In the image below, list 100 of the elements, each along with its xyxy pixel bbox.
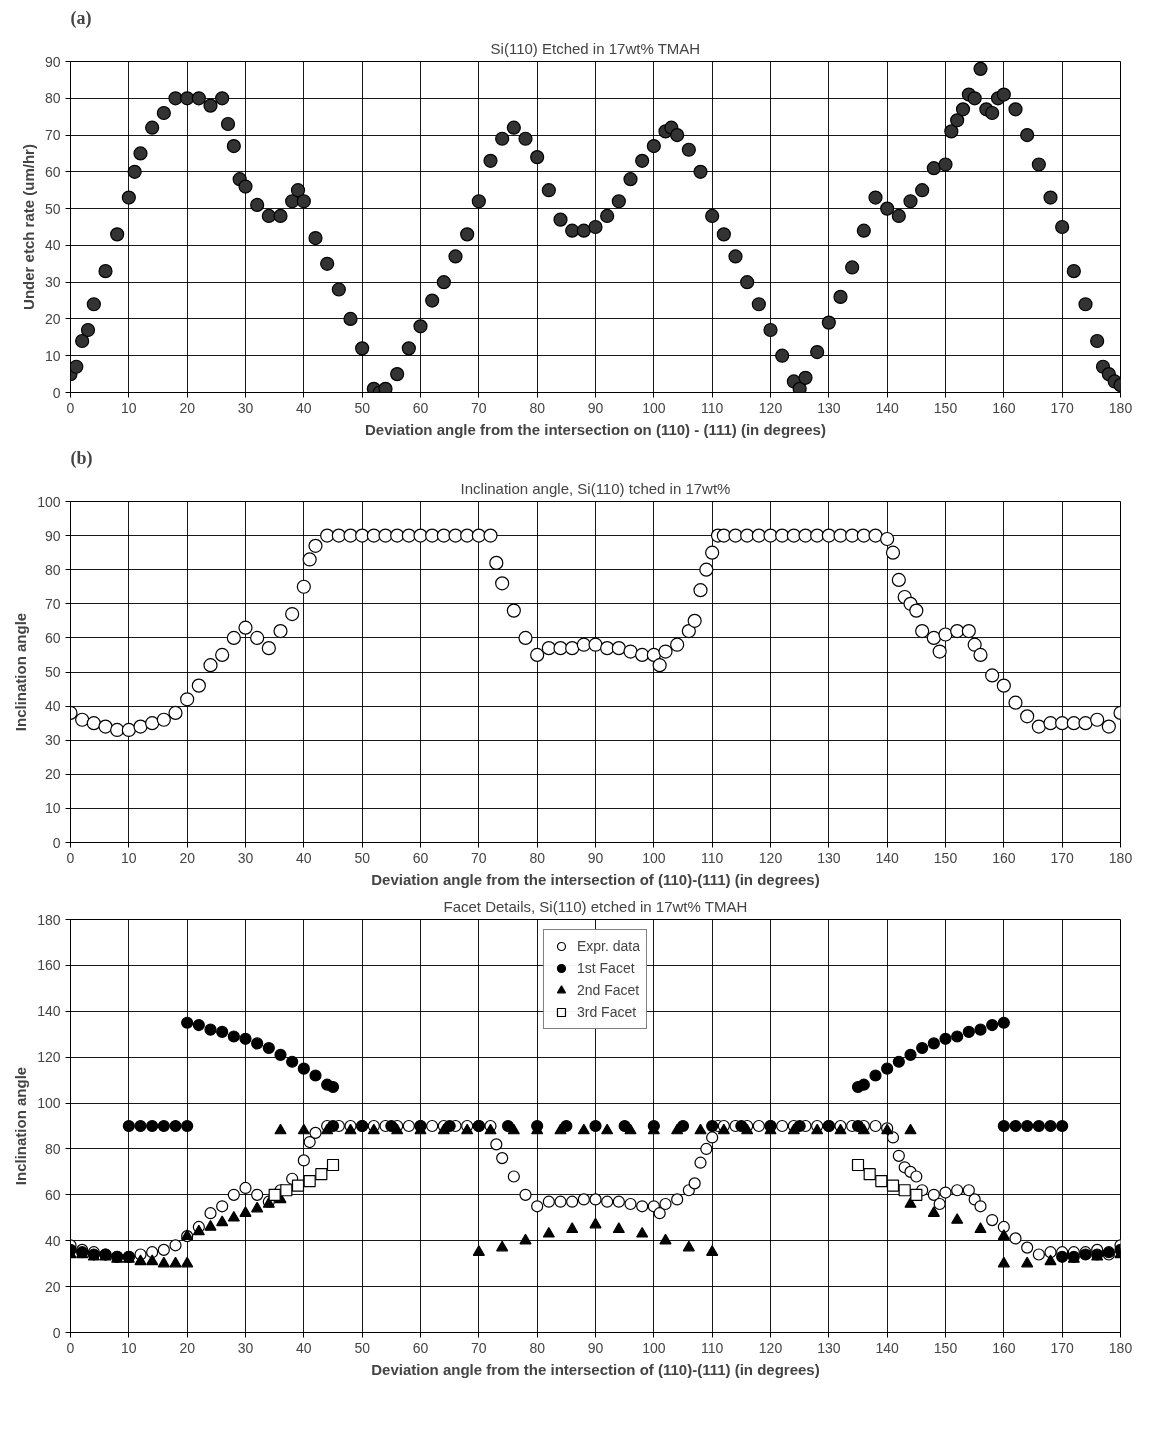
x-tick-label: 80 — [529, 1339, 546, 1356]
point — [898, 1184, 911, 1197]
chart-title: Facet Details, Si(110) etched in 17wt% TMAH — [443, 897, 748, 915]
x-tick-label: 10 — [121, 849, 137, 866]
y-tick-label: 180 — [37, 911, 61, 928]
point — [886, 1179, 900, 1192]
y-tick-label: 120 — [37, 1049, 61, 1066]
y-tick-label: 60 — [44, 163, 61, 180]
x-tick-label: 180 — [1108, 1339, 1133, 1356]
x-tick-label: 60 — [412, 399, 429, 416]
x-tick-label: 0 — [66, 1339, 75, 1356]
x-tick-label: 30 — [237, 1339, 254, 1356]
x-tick-label: 0 — [66, 399, 75, 416]
x-tick-label: 100 — [642, 399, 666, 416]
x-tick-label: 80 — [529, 849, 546, 866]
x-tick-label: 50 — [354, 399, 371, 416]
y-tick-label: 10 — [44, 347, 61, 364]
y-tick-label: 30 — [44, 732, 61, 749]
x-tick-label: 120 — [758, 1339, 783, 1356]
x-tick-label: 30 — [237, 849, 254, 866]
x-tick-label: 40 — [296, 849, 312, 866]
y-tick-label: 20 — [44, 310, 61, 327]
y-tick-label: 40 — [44, 237, 61, 254]
x-tick-label: 30 — [237, 399, 254, 416]
y-axis-title: Inclination angle — [12, 1066, 30, 1186]
y-tick-label: 50 — [44, 664, 61, 680]
point — [303, 1174, 316, 1188]
y-tick-label: 70 — [44, 595, 61, 612]
point — [851, 1158, 865, 1172]
y-tick-label: 20 — [44, 766, 61, 783]
x-tick-label: 150 — [933, 399, 958, 416]
y-tick-label: 80 — [44, 1140, 61, 1157]
x-axis-title: Deviation angle from the intersection of (110)-(111) (in degrees) — [371, 1360, 820, 1378]
y-tick-label: 80 — [44, 561, 61, 578]
legend-label: 2nd Facet — [576, 981, 640, 1000]
x-tick-label: 20 — [179, 1339, 196, 1356]
x-tick-label: 170 — [1050, 399, 1075, 416]
point — [863, 1168, 876, 1181]
legend-label: 3rd Facet — [576, 1003, 637, 1022]
point — [910, 1188, 923, 1201]
point — [315, 1168, 328, 1181]
x-tick-label: 150 — [933, 849, 958, 866]
y-axis-title: Under etch rate (um/hr) — [19, 144, 37, 310]
y-tick-label: 90 — [44, 53, 61, 70]
x-tick-label: 130 — [817, 399, 841, 416]
x-tick-label: 180 — [1108, 399, 1133, 416]
x-axis-title: Deviation angle from the intersection on (110) - (111) (in degrees) — [365, 420, 826, 438]
x-tick-label: 110 — [701, 399, 724, 416]
y-axis-title: Inclination angle — [12, 612, 30, 732]
x-tick-label: 10 — [121, 399, 137, 416]
x-tick-label: 110 — [701, 849, 724, 866]
y-tick-label: 40 — [44, 1232, 61, 1249]
x-tick-label: 50 — [354, 849, 371, 866]
x-tick-label: 10 — [121, 1339, 137, 1356]
y-tick-label: 50 — [44, 200, 61, 217]
point — [326, 1158, 340, 1172]
y-tick-label: 60 — [44, 1186, 61, 1203]
chart-title: Si(110) Etched in 17wt% TMAH — [490, 39, 701, 57]
x-tick-label: 160 — [992, 849, 1016, 866]
x-tick-label: 160 — [992, 1339, 1016, 1356]
text: (a) — [70, 7, 92, 29]
x-tick-label: 40 — [296, 1339, 312, 1356]
x-tick-label: 60 — [412, 849, 429, 866]
x-tick-label: 110 — [701, 1339, 724, 1356]
x-tick-label: 140 — [875, 1339, 900, 1356]
y-tick-label: 70 — [44, 127, 61, 144]
y-tick-label: 100 — [37, 1095, 61, 1112]
x-tick-label: 60 — [412, 1339, 429, 1356]
x-tick-label: 0 — [66, 849, 75, 866]
point — [280, 1184, 293, 1197]
x-tick-label: 100 — [642, 849, 666, 866]
y-tick-label: 60 — [44, 629, 61, 646]
legend-label: Expr. data — [576, 937, 641, 956]
x-tick-label: 20 — [179, 849, 196, 866]
point — [268, 1188, 281, 1201]
y-tick-label: 30 — [44, 274, 61, 291]
x-tick-label: 140 — [875, 849, 900, 866]
x-tick-label: 120 — [758, 849, 783, 866]
x-tick-label: 180 — [1108, 849, 1133, 866]
y-tick-label: 20 — [44, 1278, 61, 1295]
y-tick-label: 80 — [44, 90, 61, 107]
y-tick-label: 140 — [37, 1003, 61, 1020]
y-tick-label: 0 — [52, 1324, 61, 1341]
x-tick-label: 170 — [1050, 849, 1075, 866]
point — [291, 1179, 305, 1192]
x-tick-label: 160 — [992, 399, 1016, 416]
y-tick-label: 100 — [37, 493, 61, 510]
x-tick-label: 70 — [471, 1339, 487, 1356]
x-tick-label: 70 — [471, 399, 487, 416]
y-tick-label: 0 — [52, 834, 61, 851]
x-tick-label: 90 — [587, 849, 604, 866]
x-tick-label: 70 — [471, 849, 487, 866]
x-tick-label: 40 — [296, 399, 312, 416]
x-tick-label: 80 — [529, 399, 546, 416]
x-tick-label: 170 — [1050, 1339, 1075, 1356]
y-tick-label: 90 — [44, 527, 61, 544]
chart-title: Inclination angle, Si(110) tched in 17wt% — [460, 479, 731, 497]
point — [875, 1174, 888, 1188]
x-tick-label: 90 — [587, 1339, 604, 1356]
y-tick-label: 10 — [44, 800, 61, 817]
